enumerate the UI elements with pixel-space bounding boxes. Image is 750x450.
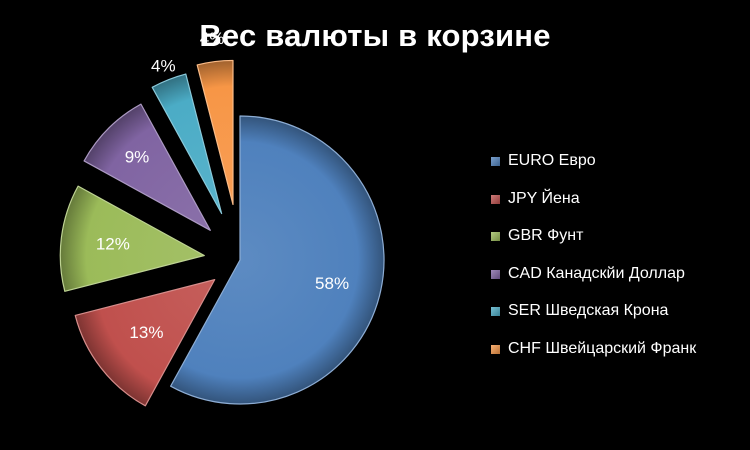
legend-label: SER Шведская Крона xyxy=(508,302,669,320)
legend-swatch xyxy=(491,307,500,317)
pie-slice-0 xyxy=(170,115,385,405)
pie-value-labels: 58% 13% 12% 9% 4% 4% xyxy=(96,29,349,342)
legend-swatch xyxy=(491,269,500,279)
pie-slice-2 xyxy=(59,185,205,292)
pie-slice-1 xyxy=(74,279,216,407)
legend-swatch xyxy=(491,157,500,166)
legend-item-2: GBR Фунт xyxy=(491,223,746,261)
legend-label: EURO Евро xyxy=(508,152,596,169)
slice-value-label-5: 4% xyxy=(200,29,225,48)
legend-swatch xyxy=(491,344,500,354)
legend-item-4: SER Шведская Крона xyxy=(491,298,746,336)
slice-value-label-4: 4% xyxy=(151,57,176,76)
slice-value-label-1: 13% xyxy=(129,323,163,342)
pie-slice-3 xyxy=(83,103,211,231)
pie-slice-5 xyxy=(196,59,234,206)
legend-label: CHF Швейцарский Франк xyxy=(508,339,697,357)
pie-slices xyxy=(59,59,385,407)
legend-label: CAD Канадскйи Доллар xyxy=(508,264,685,282)
legend-label: JPY Йена xyxy=(508,189,580,207)
slice-value-label-2: 12% xyxy=(96,234,130,253)
legend-item-0: EURO Евро xyxy=(491,148,746,186)
legend-swatch xyxy=(491,232,500,242)
chart-title: Вес валюты в корзине xyxy=(199,18,551,53)
slice-value-label-0: 58% xyxy=(315,274,349,293)
pie-slice-4 xyxy=(151,73,223,215)
legend-swatch xyxy=(491,194,500,204)
legend-item-3: CAD Канадскйи Доллар xyxy=(491,261,746,299)
chart-legend: EURO Евро JPY Йена GBR Фунт CAD Канадскйи Д… xyxy=(491,148,746,374)
legend-label: GBR Фунт xyxy=(508,227,584,245)
legend-item-5: CHF Швейцарский Франк xyxy=(491,336,746,374)
slice-value-label-3: 9% xyxy=(125,147,150,166)
legend-item-1: JPY Йена xyxy=(491,186,746,224)
